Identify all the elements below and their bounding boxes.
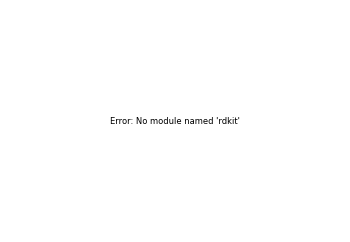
Text: Error: No module named 'rdkit': Error: No module named 'rdkit' <box>110 116 240 126</box>
